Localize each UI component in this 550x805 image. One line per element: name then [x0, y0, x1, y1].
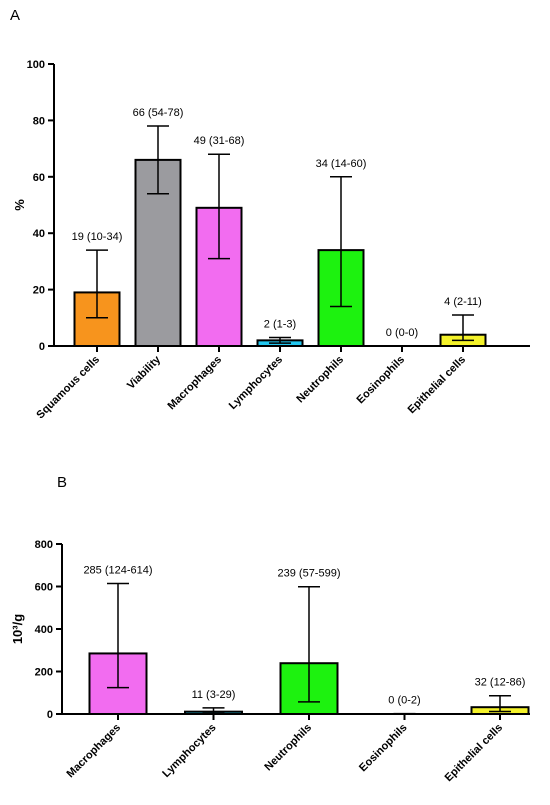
data-label: 66 (54-78) — [133, 107, 184, 119]
category-label: Epithelial cells — [443, 722, 506, 785]
y-tick-label: 100 — [27, 59, 45, 71]
y-tick-label: 400 — [35, 624, 53, 636]
data-label: 11 (3-29) — [192, 689, 236, 701]
data-label: 32 (12-86) — [475, 677, 526, 689]
category-label: Neutrophils — [294, 354, 346, 406]
category-label: Epithelial cells — [406, 354, 469, 417]
y-tick-label: 60 — [33, 172, 45, 184]
y-tick-label: 200 — [35, 667, 53, 679]
category-label: Macrophages — [165, 354, 224, 413]
data-label: 239 (57-599) — [278, 568, 341, 580]
data-label: 4 (2-11) — [444, 296, 482, 308]
panel-label: A — [10, 7, 20, 24]
data-label: 0 (0-0) — [386, 327, 418, 339]
y-tick-label: 40 — [33, 228, 45, 240]
category-label: Eosinophils — [355, 354, 408, 407]
panel-label: B — [57, 474, 67, 491]
y-axis-title: 10³/g — [10, 614, 25, 644]
y-tick-label: 20 — [33, 285, 45, 297]
y-tick-label: 80 — [33, 115, 45, 127]
category-label: Squamous cells — [34, 354, 102, 422]
data-label: 0 (0-2) — [388, 695, 420, 707]
y-tick-label: 0 — [47, 709, 53, 721]
data-label: 49 (31-68) — [194, 135, 245, 147]
data-label: 2 (1-3) — [264, 319, 296, 331]
y-axis-title: % — [12, 199, 27, 211]
category-label: Neutrophils — [262, 722, 314, 774]
y-tick-label: 800 — [35, 539, 53, 551]
category-label: Eosinophils — [357, 722, 410, 775]
data-label: 285 (124-614) — [83, 565, 152, 577]
category-label: Lymphocytes — [227, 354, 285, 412]
category-label: Macrophages — [64, 722, 123, 781]
y-tick-label: 0 — [39, 341, 45, 353]
category-label: Lymphocytes — [160, 722, 218, 780]
category-label: Viability — [125, 353, 164, 392]
data-label: 34 (14-60) — [316, 158, 367, 170]
y-tick-label: 600 — [35, 582, 53, 594]
data-label: 19 (10-34) — [72, 231, 123, 243]
